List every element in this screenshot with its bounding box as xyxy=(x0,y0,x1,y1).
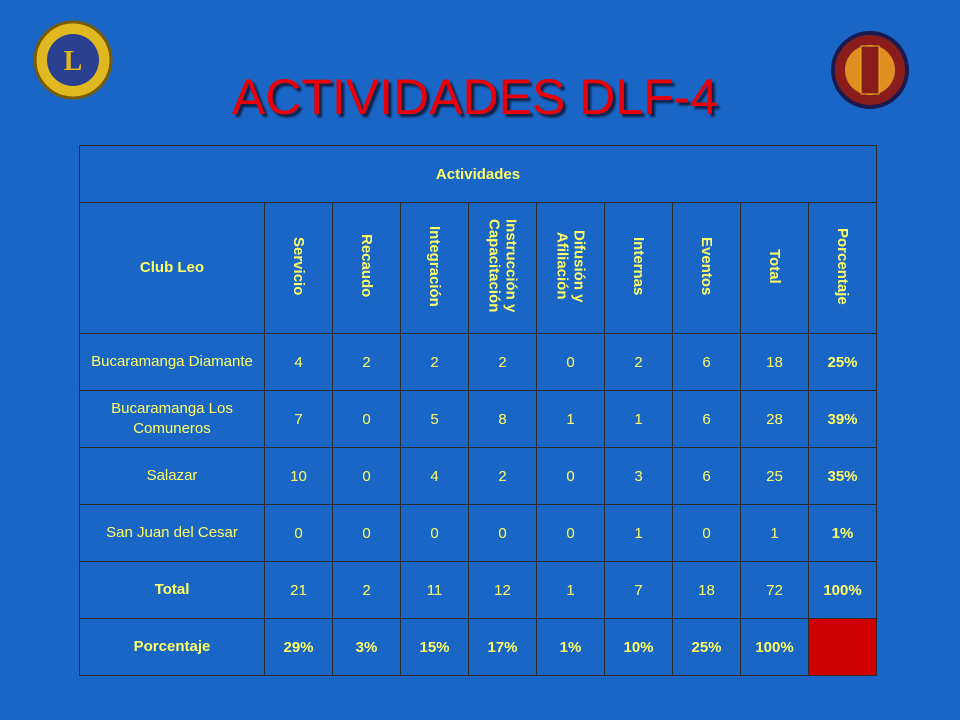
cell: 1% xyxy=(536,618,605,676)
cell: 29% xyxy=(264,618,333,676)
cell: 35% xyxy=(808,447,877,505)
cell: 0 xyxy=(536,447,605,505)
column-header: Recaudo xyxy=(358,234,375,298)
cell: 4 xyxy=(264,333,333,391)
cell: 25% xyxy=(808,333,877,391)
column-header-cell: Eventos xyxy=(672,202,741,334)
column-header: Difusión y Afiliación xyxy=(553,229,588,303)
column-header: Integración xyxy=(426,225,443,307)
cell: 25 xyxy=(740,447,809,505)
club-name: Salazar xyxy=(79,447,265,505)
cell: 5 xyxy=(400,390,469,448)
cell: 2 xyxy=(332,333,401,391)
cell: 10 xyxy=(264,447,333,505)
row-header: Club Leo xyxy=(79,202,265,334)
cell: 2 xyxy=(468,447,537,505)
column-header: Porcentaje xyxy=(834,227,851,305)
table-row: Bucaramanga Diamante 4 2 2 2 0 2 6 18 25% xyxy=(79,333,877,391)
cell: 39% xyxy=(808,390,877,448)
club-name: Porcentaje xyxy=(79,618,265,676)
cell: 0 xyxy=(536,333,605,391)
cell: 1 xyxy=(536,561,605,619)
cell: 18 xyxy=(672,561,741,619)
column-header: Servicio xyxy=(290,236,307,296)
cell: 28 xyxy=(740,390,809,448)
table-row: Bucaramanga Los Comuneros 7 0 5 8 1 1 6 28 39% xyxy=(79,390,877,448)
cell: 1 xyxy=(740,504,809,562)
cell: 15% xyxy=(400,618,469,676)
cell: 3% xyxy=(332,618,401,676)
column-header-cell: Integración xyxy=(400,202,469,334)
cell: 2 xyxy=(468,333,537,391)
column-header: Total xyxy=(766,248,783,284)
cell: 7 xyxy=(604,561,673,619)
cell: 10% xyxy=(604,618,673,676)
cell: 25% xyxy=(672,618,741,676)
svg-text:L: L xyxy=(64,46,83,77)
cell: 72 xyxy=(740,561,809,619)
slide-title: ACTIVIDADES DLF-4 xyxy=(231,69,719,125)
column-header: Instrucción y Capacitación xyxy=(485,219,520,313)
cell: 6 xyxy=(672,447,741,505)
cell: 3 xyxy=(604,447,673,505)
cell: 4 xyxy=(400,447,469,505)
table-row: Porcentaje 29% 3% 15% 17% 1% 10% 25% 100% xyxy=(79,618,877,676)
cell: 0 xyxy=(400,504,469,562)
column-header-cell: Total xyxy=(740,202,809,334)
table-row: San Juan del Cesar 0 0 0 0 0 1 0 1 1% xyxy=(79,504,877,562)
cell: 1 xyxy=(604,390,673,448)
column-header-cell: Difusión y Afiliación xyxy=(536,202,605,334)
cell: 0 xyxy=(332,390,401,448)
cell: 2 xyxy=(332,561,401,619)
cell: 6 xyxy=(672,390,741,448)
leo-logo xyxy=(831,31,909,109)
cell: 1% xyxy=(808,504,877,562)
cell: 0 xyxy=(536,504,605,562)
column-header: Internas xyxy=(630,236,647,296)
club-name: Total xyxy=(79,561,265,619)
column-header-cell: Servicio xyxy=(264,202,333,334)
activities-table: Actividades Club Leo Servicio Recaudo Integr… xyxy=(79,145,877,676)
cell: 2 xyxy=(400,333,469,391)
cell: 11 xyxy=(400,561,469,619)
cell: 0 xyxy=(468,504,537,562)
cell: 100% xyxy=(808,561,877,619)
cell: 6 xyxy=(672,333,741,391)
group-header-row: Actividades xyxy=(79,145,877,203)
group-header: Actividades xyxy=(79,145,877,203)
table-row: Total 21 2 11 12 1 7 18 72 100% xyxy=(79,561,877,619)
cell: 2 xyxy=(604,333,673,391)
empty-cell xyxy=(808,618,877,676)
cell: 17% xyxy=(468,618,537,676)
cell: 100% xyxy=(740,618,809,676)
cell: 21 xyxy=(264,561,333,619)
column-header-row: Club Leo Servicio Recaudo Integración Instru… xyxy=(79,202,877,334)
column-header-cell: Internas xyxy=(604,202,673,334)
column-header-cell: Instrucción y Capacitación xyxy=(468,202,537,334)
club-name: Bucaramanga Diamante xyxy=(79,333,265,391)
table-row: Salazar 10 0 4 2 0 3 6 25 35% xyxy=(79,447,877,505)
cell: 12 xyxy=(468,561,537,619)
lions-logo: L xyxy=(33,20,113,100)
cell: 0 xyxy=(332,504,401,562)
cell: 8 xyxy=(468,390,537,448)
cell: 1 xyxy=(536,390,605,448)
cell: 0 xyxy=(672,504,741,562)
column-header-cell: Recaudo xyxy=(332,202,401,334)
cell: 0 xyxy=(264,504,333,562)
column-header-cell: Porcentaje xyxy=(808,202,877,334)
cell: 0 xyxy=(332,447,401,505)
column-header: Eventos xyxy=(698,236,715,296)
club-name: San Juan del Cesar xyxy=(79,504,265,562)
cell: 7 xyxy=(264,390,333,448)
cell: 18 xyxy=(740,333,809,391)
club-name: Bucaramanga Los Comuneros xyxy=(79,390,265,448)
cell: 1 xyxy=(604,504,673,562)
